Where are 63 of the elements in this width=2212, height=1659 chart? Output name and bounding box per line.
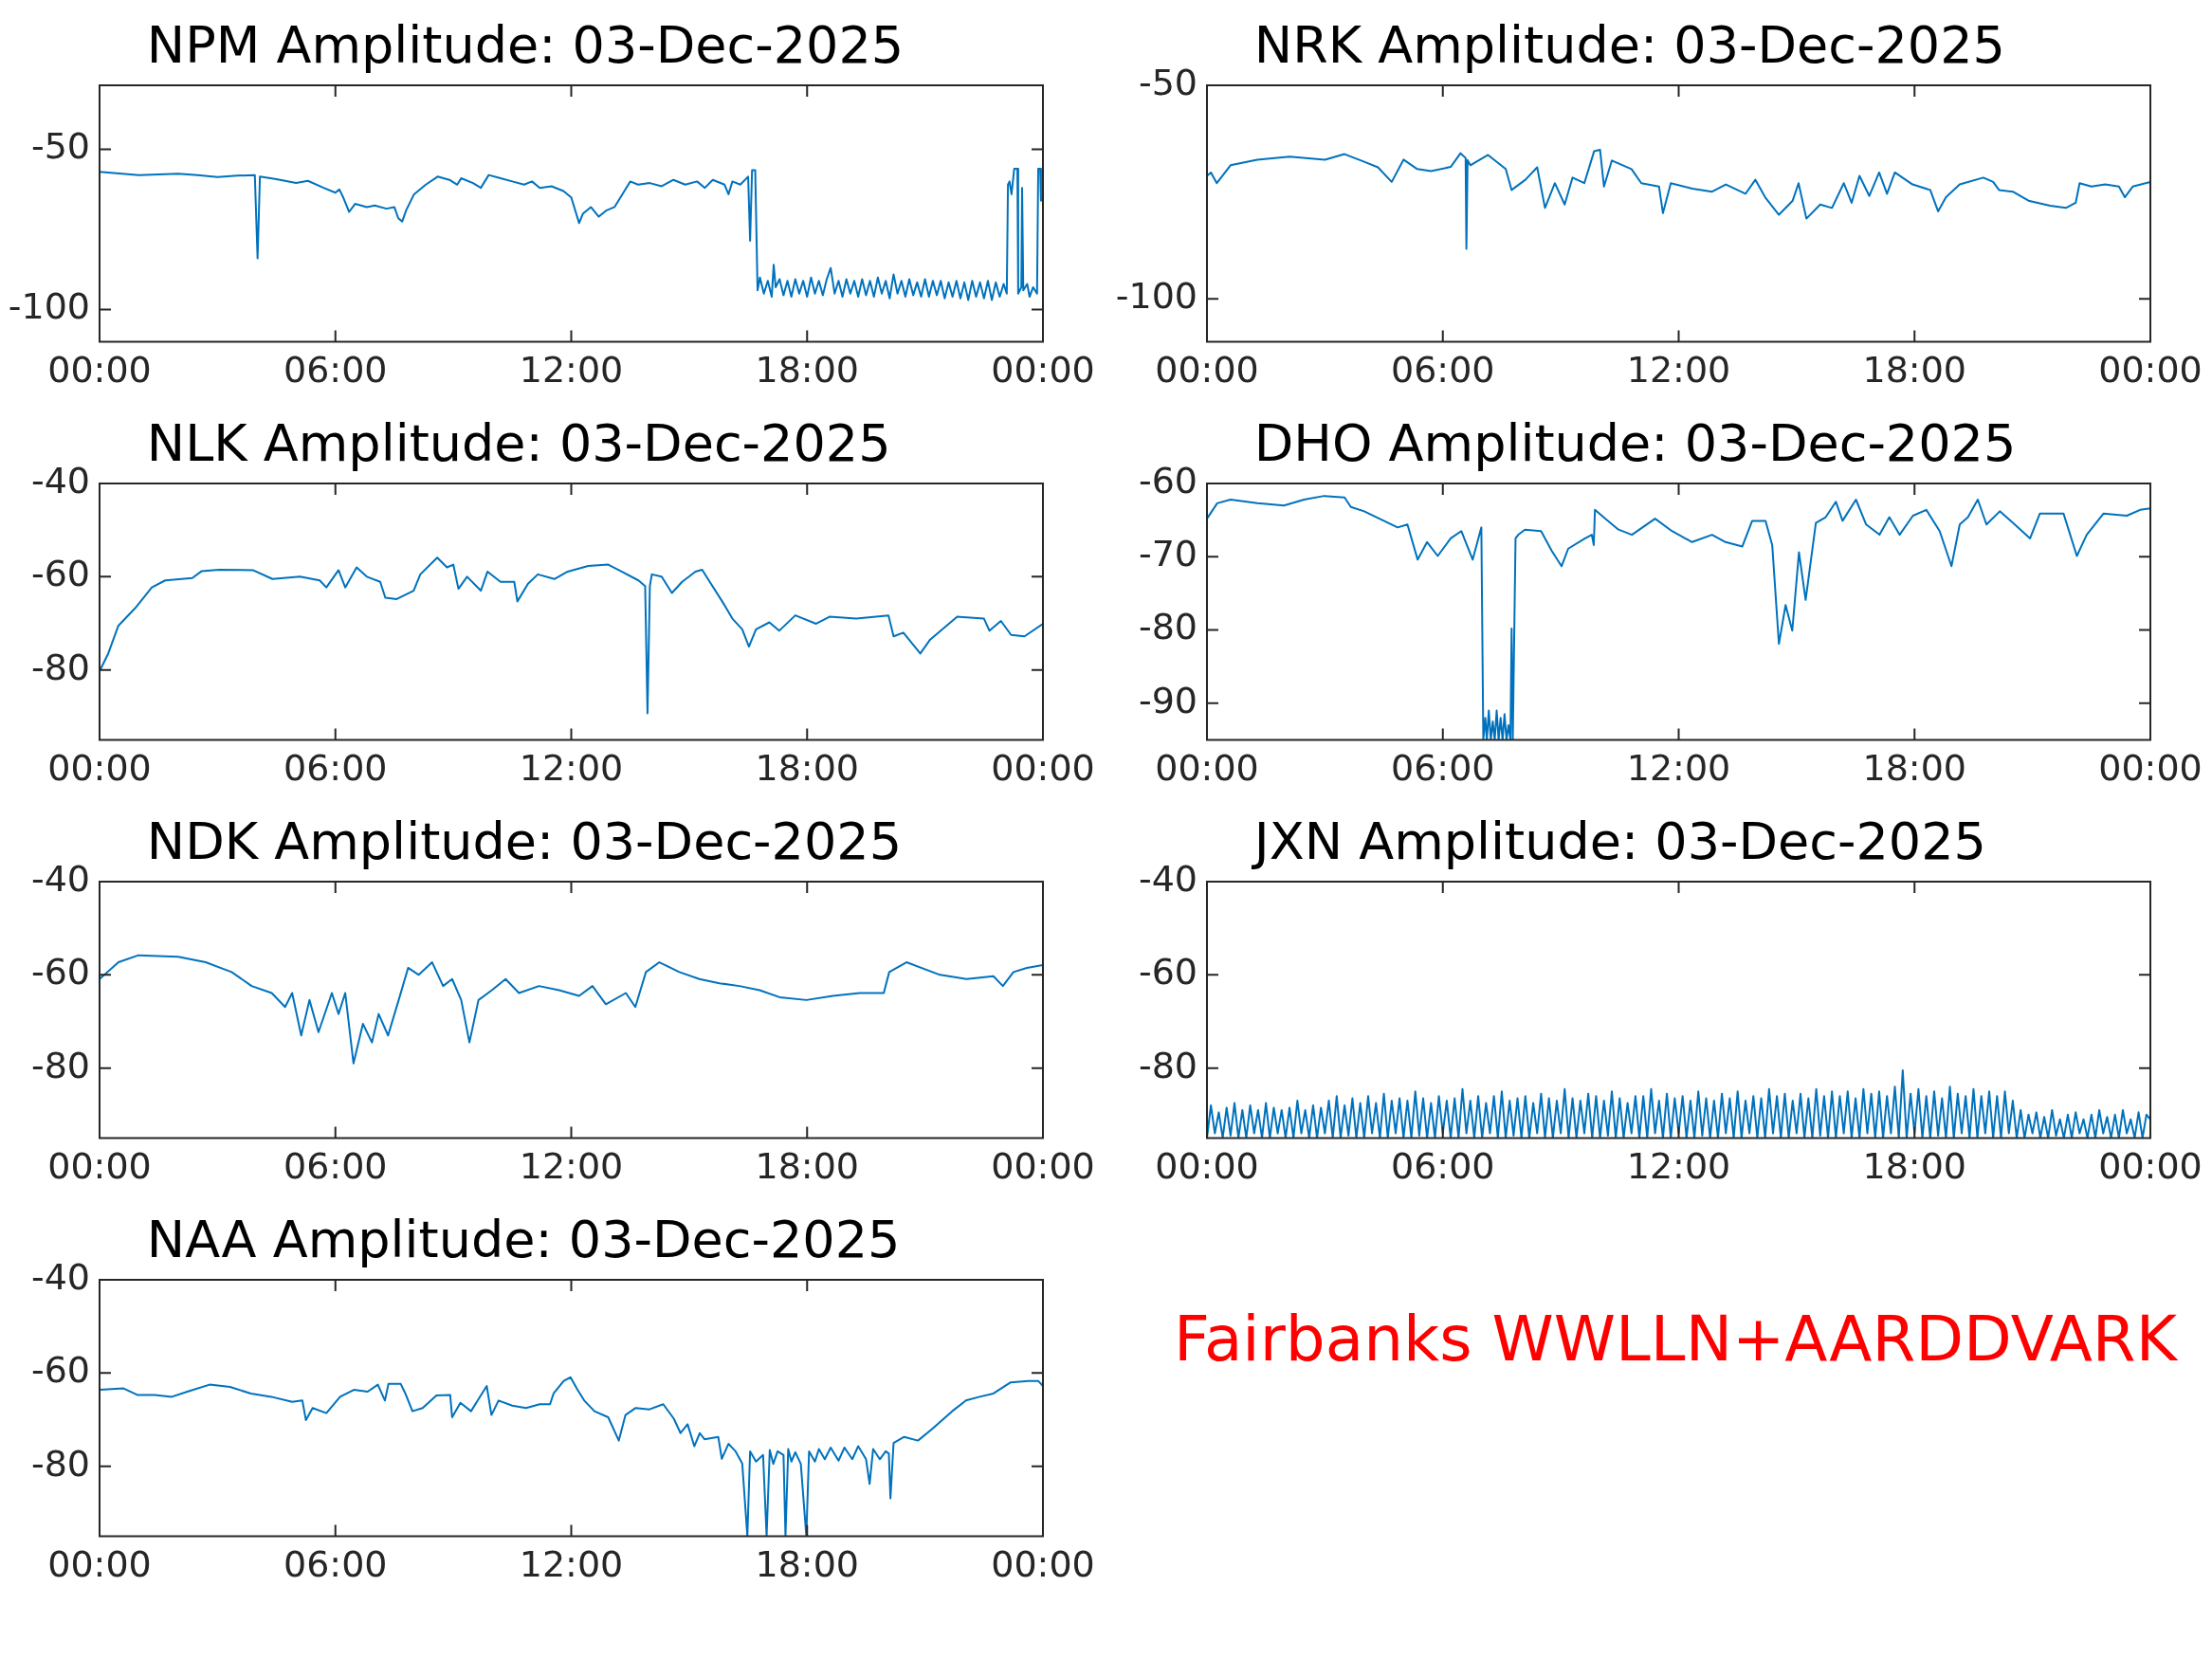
x-tick-label: 00:00 [1155, 747, 1259, 790]
chart-title: NDK Amplitude: 03-Dec-2025 [146, 811, 902, 871]
x-tick-label: 12:00 [519, 349, 624, 392]
x-tick-label: 00:00 [2098, 747, 2203, 790]
x-tick-label: 06:00 [1390, 349, 1495, 392]
x-tick-label: 00:00 [991, 1543, 1095, 1586]
x-tick-label: 18:00 [1862, 349, 1967, 392]
x-tick-label: 00:00 [991, 349, 1095, 392]
y-tick-label: -60 [30, 553, 90, 595]
y-tick-label: -80 [30, 646, 90, 688]
y-tick-label: -50 [30, 125, 90, 168]
x-tick-label: 00:00 [1155, 1145, 1259, 1188]
x-tick-label: 00:00 [1155, 349, 1259, 392]
x-tick-label: 00:00 [47, 1145, 152, 1188]
x-tick-label: 00:00 [991, 747, 1095, 790]
y-tick-label: -40 [30, 1255, 90, 1298]
x-tick-label: 18:00 [755, 349, 860, 392]
x-tick-label: 00:00 [991, 1145, 1095, 1188]
chart-title: NAA Amplitude: 03-Dec-2025 [146, 1210, 901, 1269]
y-tick-label: -60 [30, 951, 90, 994]
x-tick-label: 18:00 [1862, 1145, 1967, 1188]
x-tick-label: 00:00 [47, 1543, 152, 1586]
x-tick-label: 06:00 [283, 747, 388, 790]
x-tick-label: 12:00 [1626, 1145, 1731, 1188]
text: Fairbanks WWLLN+AARDDVARK [1174, 1303, 2177, 1376]
y-tick-label: -50 [1138, 61, 1197, 103]
x-tick-label: 18:00 [755, 747, 860, 790]
x-tick-label: 18:00 [755, 1145, 860, 1188]
x-tick-label: 06:00 [283, 349, 388, 392]
x-tick-label: 06:00 [1390, 1145, 1495, 1188]
y-tick-label: -60 [30, 1349, 90, 1392]
y-tick-label: -60 [1138, 459, 1197, 501]
x-tick-label: 00:00 [2098, 349, 2203, 392]
x-tick-label: 00:00 [2098, 1145, 2203, 1188]
y-tick-label: -40 [30, 459, 90, 501]
chart-title: JXN Amplitude: 03-Dec-2025 [1251, 811, 1986, 871]
x-tick-label: 12:00 [519, 747, 624, 790]
y-tick-label: -100 [1115, 275, 1197, 318]
y-tick-label: -70 [1138, 533, 1197, 575]
x-tick-label: 06:00 [1390, 747, 1495, 790]
y-tick-label: -80 [1138, 1044, 1197, 1086]
x-tick-label: 00:00 [47, 747, 152, 790]
y-tick-label: -40 [1138, 857, 1197, 900]
x-tick-label: 06:00 [283, 1543, 388, 1586]
chart-title: NPM Amplitude: 03-Dec-2025 [146, 15, 905, 75]
y-tick-label: -80 [1138, 606, 1197, 648]
x-tick-label: 12:00 [519, 1145, 624, 1188]
x-tick-label: 06:00 [283, 1145, 388, 1188]
x-tick-label: 00:00 [47, 349, 152, 392]
x-tick-label: 18:00 [755, 1543, 860, 1586]
y-tick-label: -40 [30, 857, 90, 900]
x-tick-label: 18:00 [1862, 747, 1967, 790]
y-tick-label: -60 [1138, 951, 1197, 994]
y-tick-label: -90 [1138, 679, 1197, 721]
x-tick-label: 12:00 [1626, 349, 1731, 392]
y-tick-label: -80 [30, 1442, 90, 1485]
x-tick-label: 12:00 [519, 1543, 624, 1586]
y-tick-label: -80 [30, 1044, 90, 1086]
x-tick-label: 12:00 [1626, 747, 1731, 790]
chart-title: DHO Amplitude: 03-Dec-2025 [1253, 413, 2017, 473]
chart-title: NRK Amplitude: 03-Dec-2025 [1253, 15, 2005, 75]
y-tick-label: -100 [8, 285, 90, 328]
chart-title: NLK Amplitude: 03-Dec-2025 [146, 413, 891, 473]
